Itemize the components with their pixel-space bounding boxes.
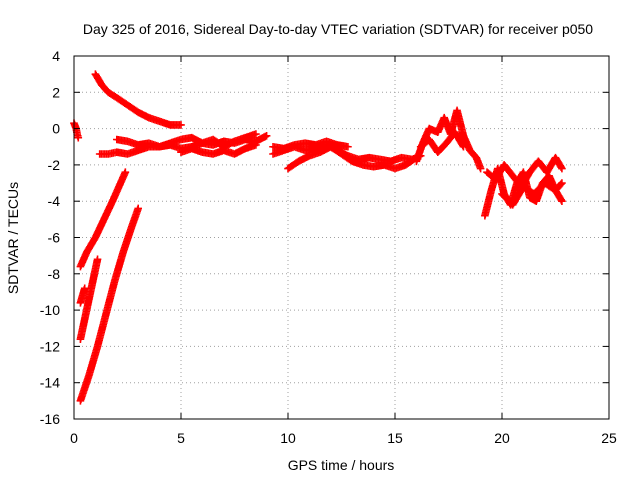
series-trace-n xyxy=(416,128,468,156)
chart-title: Day 325 of 2016, Sidereal Day-to-day VTE… xyxy=(83,21,593,37)
series-trace-q xyxy=(498,179,566,209)
y-tick-label: -12 xyxy=(40,338,60,354)
x-tick-label: 20 xyxy=(494,430,510,446)
y-tick-label: -4 xyxy=(48,193,61,209)
data-point xyxy=(80,284,89,293)
data-point xyxy=(252,141,260,149)
y-tick-label: -16 xyxy=(40,411,60,427)
data-point xyxy=(476,164,485,173)
series-trace-g xyxy=(76,284,89,307)
x-tick-label: 15 xyxy=(387,430,403,446)
series-trace-h xyxy=(76,255,102,343)
series-trace-a xyxy=(70,119,83,142)
series-trace-i xyxy=(76,204,142,405)
y-tick-label: -2 xyxy=(48,157,61,173)
series-trace-f xyxy=(76,168,130,271)
x-tick-label: 5 xyxy=(177,430,185,446)
grid xyxy=(74,56,609,419)
data-point xyxy=(177,121,185,129)
data-point xyxy=(558,164,566,173)
data-point xyxy=(344,142,352,151)
y-tick-label: 2 xyxy=(52,84,60,100)
data-point xyxy=(558,179,566,187)
data-point xyxy=(262,132,271,140)
x-axis-label: GPS time / hours xyxy=(288,457,395,473)
y-tick-label: -6 xyxy=(48,230,61,246)
data-point xyxy=(252,130,260,138)
data-point xyxy=(459,142,468,151)
data-point xyxy=(134,204,142,213)
x-tick-label: 10 xyxy=(280,430,296,446)
series-trace-k xyxy=(284,142,421,173)
series-trace-d xyxy=(113,130,260,151)
y-tick-label: -10 xyxy=(40,302,60,318)
x-tick-label: 0 xyxy=(70,430,78,446)
x-tick-label: 25 xyxy=(601,430,617,446)
data-point xyxy=(121,168,130,176)
y-axis-label: SDTVAR / TECUs xyxy=(5,182,21,294)
series-trace-l xyxy=(269,137,352,153)
data-point xyxy=(558,197,566,205)
y-tick-label: -8 xyxy=(48,266,61,282)
series-trace-m xyxy=(412,106,485,173)
data-points xyxy=(70,70,566,405)
y-tick-labels: -16 -14 -12 -10 -8 -6 -4 -2 0 2 4 xyxy=(40,48,60,427)
data-point xyxy=(74,133,83,142)
series-trace-p xyxy=(483,153,566,191)
x-tick-labels: 0 5 10 15 20 25 xyxy=(70,430,617,446)
data-point xyxy=(93,255,102,264)
axis-ticks xyxy=(73,55,610,420)
series-trace-e xyxy=(177,141,260,158)
y-tick-label: -14 xyxy=(40,375,60,391)
y-tick-label: 0 xyxy=(52,121,60,137)
y-tick-label: 4 xyxy=(52,48,60,64)
series-trace-b xyxy=(91,70,185,129)
